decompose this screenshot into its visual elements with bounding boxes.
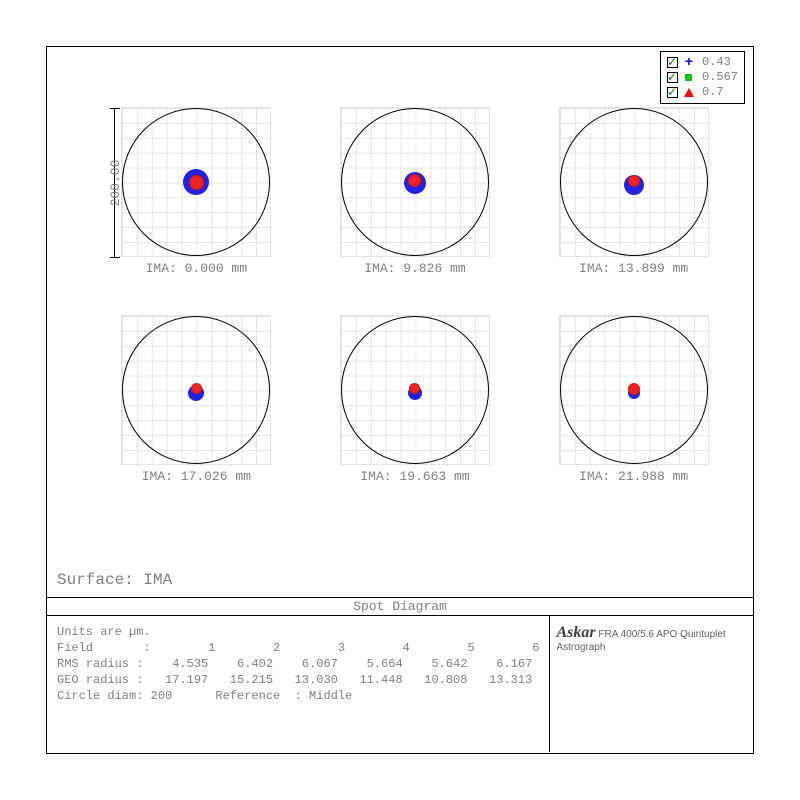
ima-label: IMA: 17.026 mm	[106, 469, 286, 484]
spot-plot: 200.00 IMA: 0.000 mm	[106, 107, 286, 276]
diagram-frame: + 0.43 0.567 0.7 200.00IMA: 0.000 mmIMA:…	[46, 46, 754, 754]
legend-label: 0.43	[700, 55, 731, 70]
spot-cluster	[176, 162, 216, 202]
scale-bar: 200.00	[104, 108, 122, 258]
legend-item: 0.567	[667, 70, 738, 85]
ima-label: IMA: 9.826 mm	[325, 261, 505, 276]
red-spot-icon	[628, 383, 640, 395]
plot-row: IMA: 17.026 mm IMA: 19.663 mm IMA: 21.988 …	[47, 315, 753, 484]
spot-cluster	[614, 373, 654, 413]
panel-title: Spot Diagram	[47, 598, 753, 616]
plots-area: 200.00 IMA: 0.000 mm IMA: 9.826 mm IMA: 13.…	[47, 97, 753, 527]
plot-grid	[559, 315, 709, 465]
plot-grid	[340, 315, 490, 465]
ima-label: IMA: 0.000 mm	[106, 261, 286, 276]
scale-label: 200.00	[108, 160, 123, 207]
brand-name: Askar	[556, 624, 595, 641]
legend-item: + 0.43	[667, 55, 738, 70]
checkbox-icon	[667, 72, 678, 83]
spot-cluster	[395, 373, 435, 413]
spot-cluster	[614, 165, 654, 205]
spot-plot: IMA: 19.663 mm	[325, 315, 505, 484]
ima-label: IMA: 19.663 mm	[325, 469, 505, 484]
spot-plot: IMA: 9.826 mm	[325, 107, 505, 276]
stats-block: Units are µm. Field : 1 2 3 4 5 6 RMS ra…	[47, 616, 550, 752]
product-block: Askar FRA 400/5.6 APO Quintuplet Astrogr…	[550, 616, 753, 752]
red-spot-icon	[408, 174, 421, 187]
plot-grid: 200.00	[121, 107, 271, 257]
checkbox-icon	[667, 57, 678, 68]
legend-label: 0.567	[700, 70, 738, 85]
spot-plot: IMA: 17.026 mm	[106, 315, 286, 484]
square-icon	[683, 72, 695, 84]
spot-plot: IMA: 21.988 mm	[544, 315, 724, 484]
plot-grid	[340, 107, 490, 257]
red-spot-icon	[628, 175, 640, 187]
bottom-panel: Spot Diagram Units are µm. Field : 1 2 3…	[47, 597, 753, 753]
red-spot-icon	[409, 383, 420, 394]
red-spot-icon	[191, 383, 202, 394]
spot-plot: IMA: 13.899 mm	[544, 107, 724, 276]
plot-grid	[121, 315, 271, 465]
red-spot-icon	[189, 175, 204, 190]
plot-grid	[559, 107, 709, 257]
plot-row: 200.00 IMA: 0.000 mm IMA: 9.826 mm IMA: 13.…	[47, 107, 753, 276]
spot-cluster	[176, 373, 216, 413]
surface-label: Surface: IMA	[57, 571, 172, 589]
plus-icon: +	[683, 57, 695, 69]
ima-label: IMA: 21.988 mm	[544, 469, 724, 484]
spot-cluster	[395, 163, 435, 203]
ima-label: IMA: 13.899 mm	[544, 261, 724, 276]
